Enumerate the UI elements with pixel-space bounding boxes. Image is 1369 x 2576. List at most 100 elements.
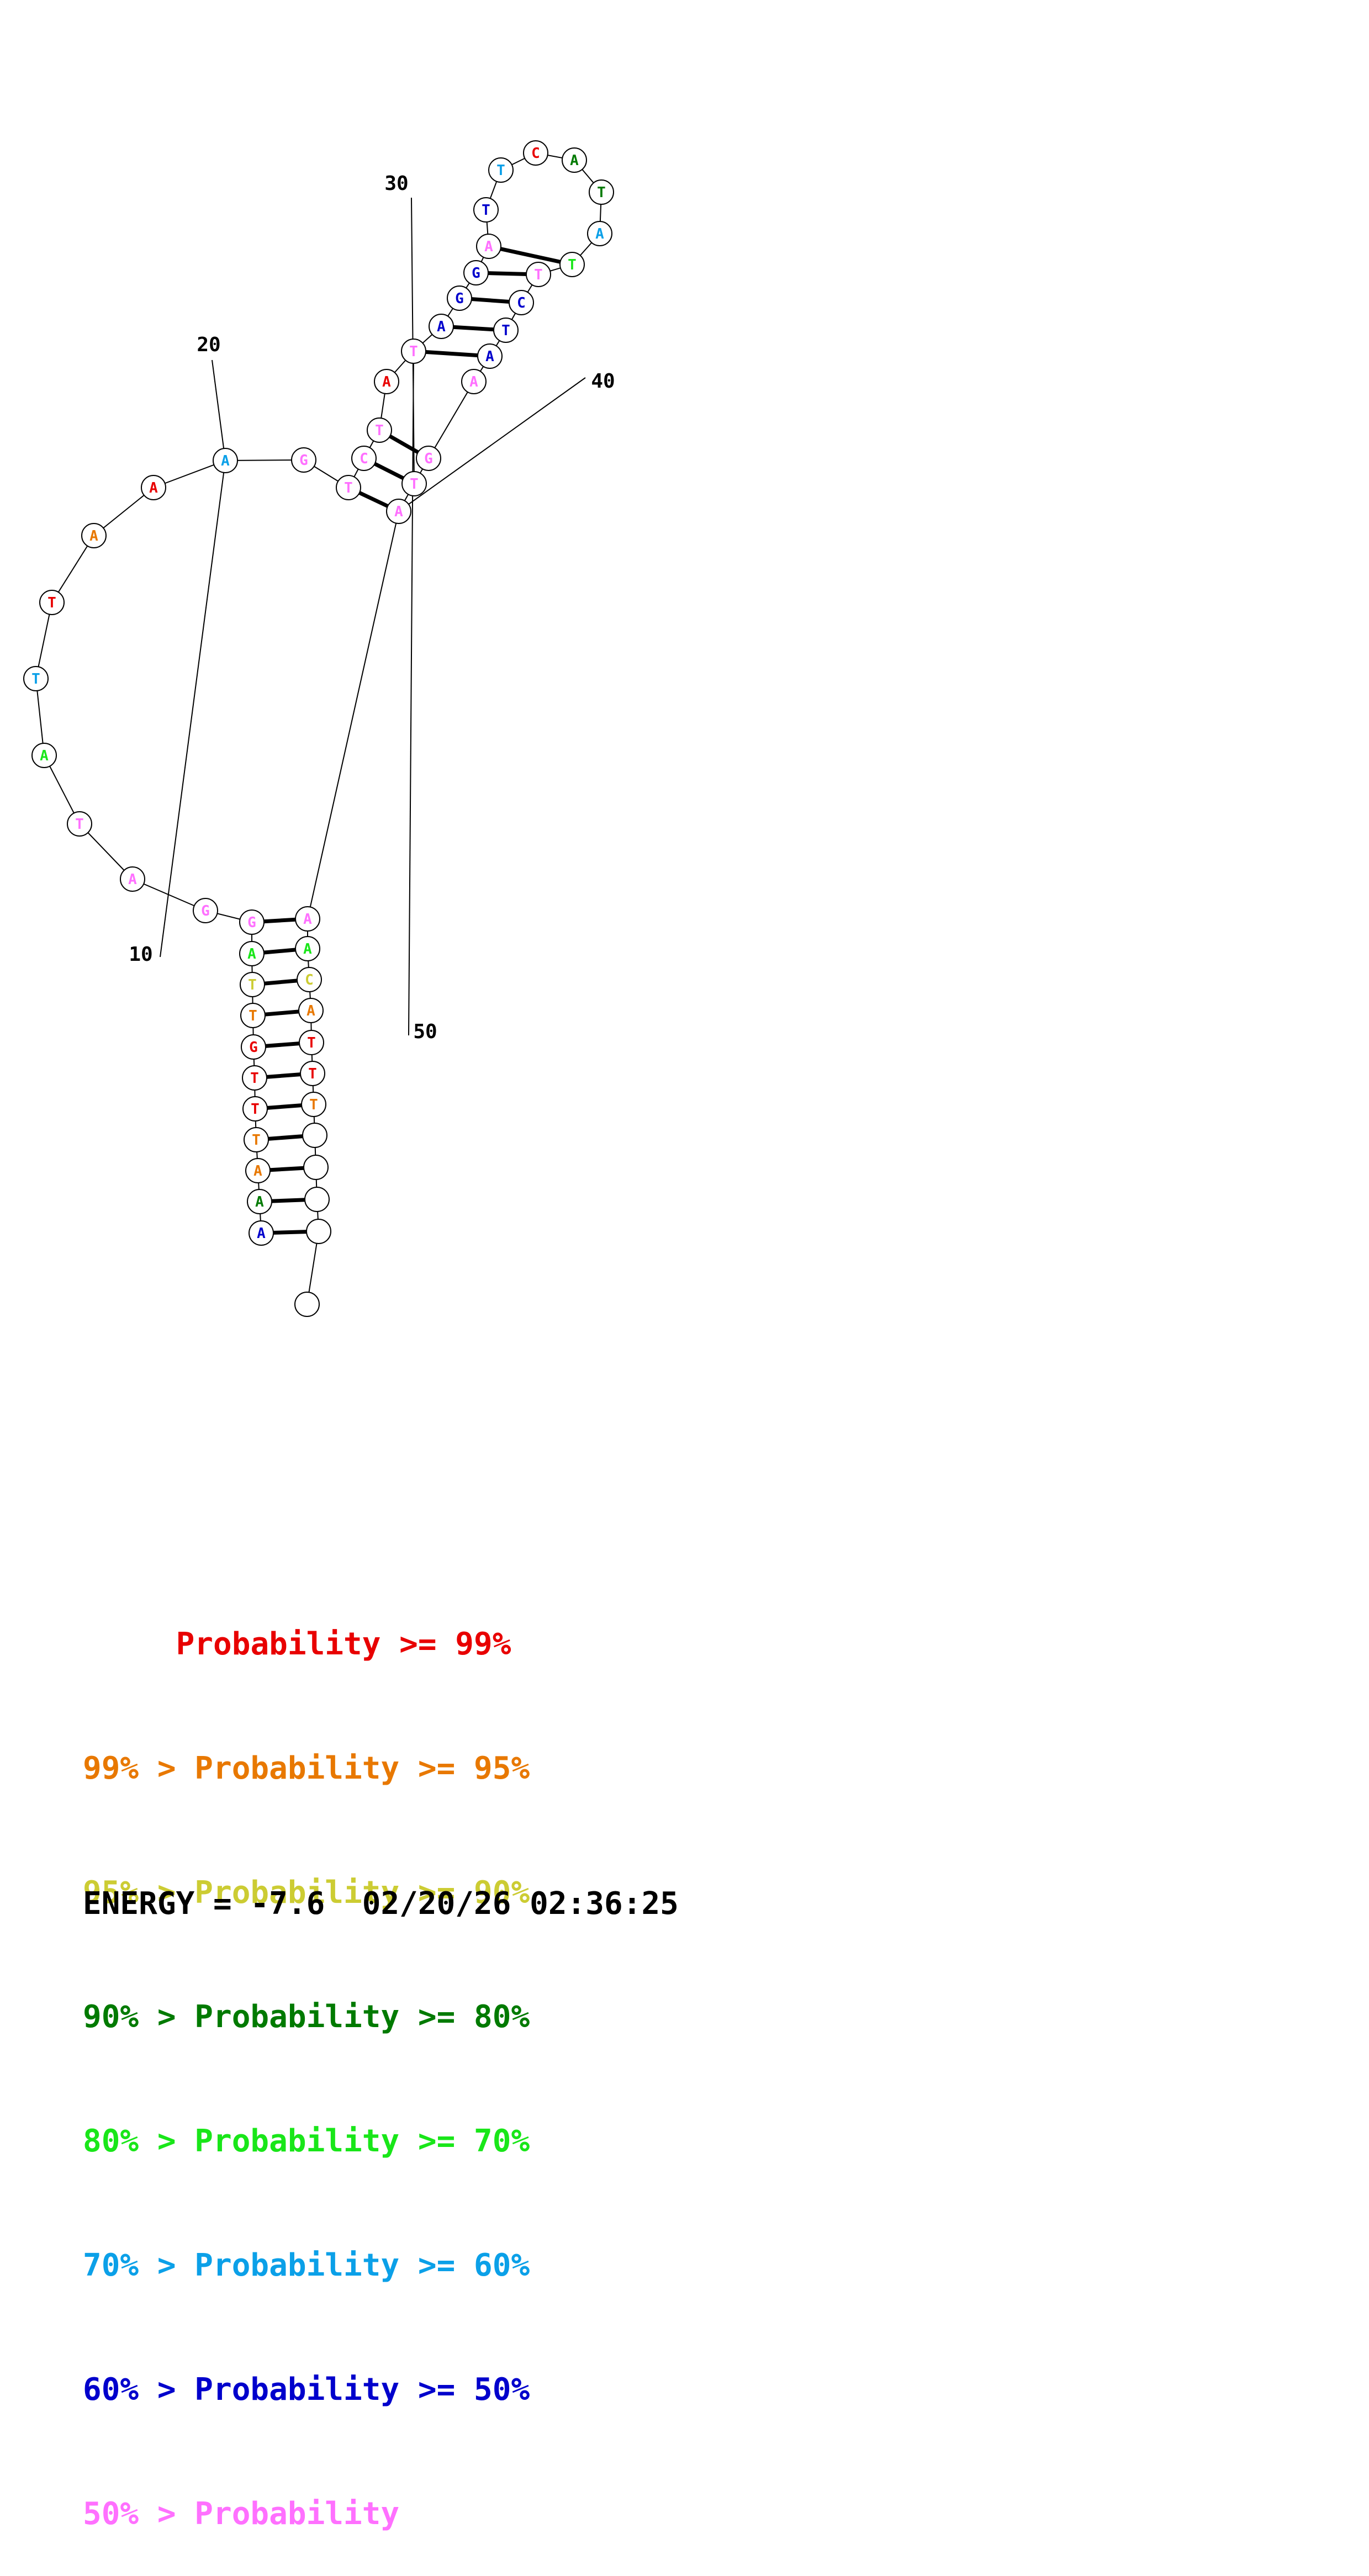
legend-row-2: 99% > Probability >= 95% [83,1748,530,1789]
backbone-segment [225,459,304,461]
nucleotide: T [401,471,427,496]
nucleotide-circle [297,967,322,992]
nucleotide-letter: A [394,504,403,520]
legend-row-1: Probability >= 99% [83,1623,530,1665]
nucleotide: C [509,290,534,315]
nucleotide-letter: T [47,595,56,611]
nucleotide-letter: T [344,480,353,496]
nucleotide-letter: T [309,1097,318,1113]
nucleotide-letter: G [201,903,210,919]
nucleotide-letter: C [531,145,540,162]
nucleotide-circle [401,471,427,496]
legend-row-4: 90% > Probability >= 80% [83,1996,530,2038]
nucleotide [302,1123,327,1148]
nucleotide: T [23,666,49,691]
legend-label: 60% > Probability >= 50% [83,2372,530,2408]
nucleotide-circle [247,1189,272,1214]
backbone-segment [93,487,154,536]
nucleotide-circle [386,499,411,524]
nucleotide-circle [295,936,320,961]
nucleotide: A [461,369,487,394]
nucleotide-letter: T [496,162,505,179]
backbone-segment [153,460,226,488]
nucleotide-circle [193,898,218,923]
nucleotide-letter: T [251,1101,260,1118]
nucleotide-letter: T [250,1070,259,1087]
legend-label: 80% > Probability >= 70% [83,2123,530,2159]
nucleotide-letter: A [255,1194,264,1210]
number-tick [160,460,226,958]
nucleotide-circle [240,1003,266,1028]
nucleotide-letter: T [568,257,577,273]
nucleotide-letter: T [307,1035,316,1051]
nucleotide-letter: T [597,184,606,201]
nucleotide: A [245,1158,271,1183]
nucleotide-letter: G [247,914,256,931]
nucleotide-circle [213,448,238,473]
nucleotide-circle [300,1061,325,1086]
nucleotide-circle [304,1187,330,1212]
nucleotide-letter: A [128,871,137,888]
backbone-segment [132,879,206,911]
nucleotide-letter: A [221,453,230,469]
nucleotide-letter: A [306,1003,315,1019]
nucleotide-letter: A [253,1163,262,1179]
nucleotide: T [299,1030,324,1055]
nucleotide: T [473,197,499,223]
nucleotide-circle [589,179,614,205]
nucleotide-circle [39,590,65,615]
nucleotide-letter: A [595,226,604,242]
legend-row-7: 60% > Probability >= 50% [83,2369,530,2410]
nucleotide: T [367,417,392,443]
nucleotide-letter: G [299,452,308,469]
nucleotide-letter: A [382,374,391,390]
nucleotide-circle [493,318,519,343]
nucleotide-letter: T [308,1066,317,1082]
legend-row-6: 70% > Probability >= 60% [83,2245,530,2286]
nucleotide: C [297,967,322,992]
nucleotide-letter: A [437,319,446,335]
nucleotide-circle [473,197,499,223]
nucleotide: T [242,1096,268,1122]
nucleotide: A [562,147,587,173]
nucleotide-letter: C [517,295,526,311]
nucleotide-letter: A [484,239,493,255]
nucleotide-circle [477,343,503,369]
nucleotide: A [249,1220,274,1246]
backbone-segment [35,602,52,679]
nucleotide: A [476,234,501,259]
nucleotide-letter: A [469,374,478,390]
nucleotide: T [401,338,426,364]
nucleotide: G [193,898,218,923]
nucleotide-circle [526,262,551,287]
backbone-segment [428,381,474,459]
backbone-segment [44,755,80,824]
nucleotide-circle [120,866,145,892]
nucleotide [294,1292,320,1317]
legend-label: Probability >= 99% [176,1626,511,1662]
nucleotide: T [336,475,361,500]
nucleotide: A [374,369,399,394]
nucleotide-letter: T [252,1132,261,1149]
nucleotide-letter: T [375,422,384,439]
legend-label: 70% > Probability >= 60% [83,2247,530,2283]
nucleotide-circle [351,446,377,471]
nucleotide-letter: A [247,946,256,962]
nucleotide-circle [562,147,587,173]
base-pair-lines [251,244,573,1235]
number-tick [398,377,586,512]
nucleotide-circle [559,252,585,277]
nucleotide: T [559,252,585,277]
nucleotide-circle [239,909,265,935]
position-number: 50 [413,1020,437,1043]
number-tick [212,359,226,461]
nucleotide-circle [67,811,92,837]
legend-label: 99% > Probability >= 95% [83,1750,530,1786]
nucleotide-letter: T [75,816,84,833]
nucleotide: A [298,998,324,1023]
nucleotide: A [120,866,145,892]
nucleotide-letter: A [149,480,158,496]
nucleotide-circle [306,1219,331,1244]
